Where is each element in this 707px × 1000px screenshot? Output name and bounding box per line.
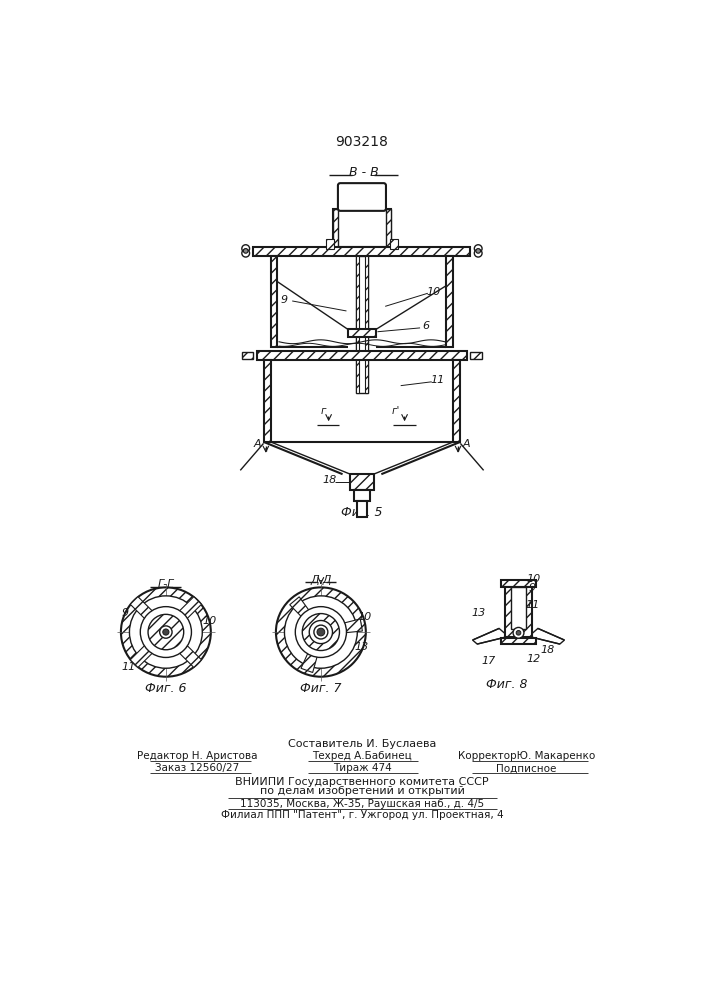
Bar xyxy=(356,256,368,393)
Polygon shape xyxy=(472,628,508,644)
Circle shape xyxy=(474,245,482,252)
Circle shape xyxy=(160,626,172,638)
Polygon shape xyxy=(529,628,564,644)
Text: 903218: 903218 xyxy=(336,135,388,149)
Text: Фиг. 7: Фиг. 7 xyxy=(300,682,341,695)
Polygon shape xyxy=(301,631,324,673)
Text: КорректорЮ. Макаренко: КорректорЮ. Макаренко xyxy=(457,751,595,761)
Text: Редактор Н. Аристова: Редактор Н. Аристова xyxy=(136,751,257,761)
Bar xyxy=(327,239,334,249)
Bar xyxy=(505,587,532,637)
Bar xyxy=(470,352,482,359)
Text: Фиг. 8: Фиг. 8 xyxy=(486,678,527,691)
Text: 13: 13 xyxy=(471,608,485,618)
Text: 9: 9 xyxy=(121,608,129,618)
Bar xyxy=(242,352,253,359)
Text: Составитель И. Буслаева: Составитель И. Буслаева xyxy=(288,739,436,749)
Text: Фиг. 6: Фиг. 6 xyxy=(145,682,187,695)
Circle shape xyxy=(242,245,250,252)
Text: 9: 9 xyxy=(529,583,536,593)
Text: 6: 6 xyxy=(423,321,430,331)
Circle shape xyxy=(140,607,192,657)
Text: А: А xyxy=(462,439,470,449)
Text: Техред А.Бабинец: Техред А.Бабинец xyxy=(312,751,411,761)
Text: по делам изобретений и открытий: по делам изобретений и открытий xyxy=(259,786,464,796)
Bar xyxy=(264,360,271,442)
Text: Заказ 12560/27: Заказ 12560/27 xyxy=(155,763,239,773)
Bar xyxy=(453,360,460,442)
Text: 18: 18 xyxy=(541,645,555,655)
Polygon shape xyxy=(509,596,528,615)
Text: B - B: B - B xyxy=(349,166,378,179)
Text: Д-Д: Д-Д xyxy=(310,575,332,585)
Bar xyxy=(332,209,338,247)
Text: г: г xyxy=(320,406,326,416)
Bar xyxy=(349,474,374,490)
Bar xyxy=(356,501,368,517)
Bar xyxy=(386,209,392,247)
Circle shape xyxy=(317,628,325,636)
Text: Тираж 474: Тираж 474 xyxy=(332,763,392,773)
Text: 11: 11 xyxy=(430,375,444,385)
Text: Г-Г: Г-Г xyxy=(158,579,174,589)
Circle shape xyxy=(314,625,328,639)
Text: ВНИИПИ Государственного комитета СССР: ВНИИПИ Государственного комитета СССР xyxy=(235,777,489,787)
Text: Подписное: Подписное xyxy=(496,763,556,773)
Bar xyxy=(332,209,392,247)
Circle shape xyxy=(309,620,332,644)
Polygon shape xyxy=(290,597,323,634)
Text: А: А xyxy=(254,439,261,449)
Bar xyxy=(510,587,526,629)
Circle shape xyxy=(296,607,346,657)
Bar xyxy=(253,247,470,256)
FancyBboxPatch shape xyxy=(338,183,386,211)
Circle shape xyxy=(513,627,524,638)
Circle shape xyxy=(243,249,248,253)
Text: 9: 9 xyxy=(354,621,362,631)
Text: 10: 10 xyxy=(427,287,441,297)
Polygon shape xyxy=(130,597,170,636)
Circle shape xyxy=(303,614,339,651)
Polygon shape xyxy=(130,628,170,667)
Bar xyxy=(446,256,452,347)
Bar xyxy=(271,256,277,347)
Circle shape xyxy=(121,587,211,677)
Text: 17: 17 xyxy=(482,656,496,666)
Text: г': г' xyxy=(392,406,400,416)
Bar xyxy=(365,256,368,393)
Bar xyxy=(257,351,467,360)
Circle shape xyxy=(276,587,366,677)
Circle shape xyxy=(284,596,357,668)
Polygon shape xyxy=(320,619,363,635)
Circle shape xyxy=(129,596,202,668)
Bar xyxy=(348,329,376,337)
Bar xyxy=(501,638,535,644)
Text: 13: 13 xyxy=(355,642,369,652)
Circle shape xyxy=(163,629,169,635)
Circle shape xyxy=(148,614,184,650)
Text: 10: 10 xyxy=(527,574,541,584)
Text: 10: 10 xyxy=(202,615,216,626)
Text: 18: 18 xyxy=(322,475,337,485)
Bar xyxy=(390,239,397,249)
Bar xyxy=(356,256,359,393)
Text: 9: 9 xyxy=(281,295,288,305)
Circle shape xyxy=(242,249,250,257)
Polygon shape xyxy=(162,628,201,667)
Bar xyxy=(501,580,535,587)
Text: 10: 10 xyxy=(357,612,371,622)
Bar xyxy=(354,490,370,501)
Text: 11: 11 xyxy=(525,600,539,610)
Polygon shape xyxy=(162,597,201,636)
Text: 12: 12 xyxy=(527,654,541,664)
Circle shape xyxy=(516,631,521,635)
Circle shape xyxy=(474,249,482,257)
Text: Фиг. 5: Фиг. 5 xyxy=(341,506,382,519)
Text: 113035, Москва, Ж-35, Раушская наб., д. 4/5: 113035, Москва, Ж-35, Раушская наб., д. … xyxy=(240,799,484,809)
Text: Филиал ППП "Патент", г. Ужгород ул. Проектная, 4: Филиал ППП "Патент", г. Ужгород ул. Прое… xyxy=(221,810,503,820)
Text: 11: 11 xyxy=(122,662,136,672)
Circle shape xyxy=(476,249,481,253)
